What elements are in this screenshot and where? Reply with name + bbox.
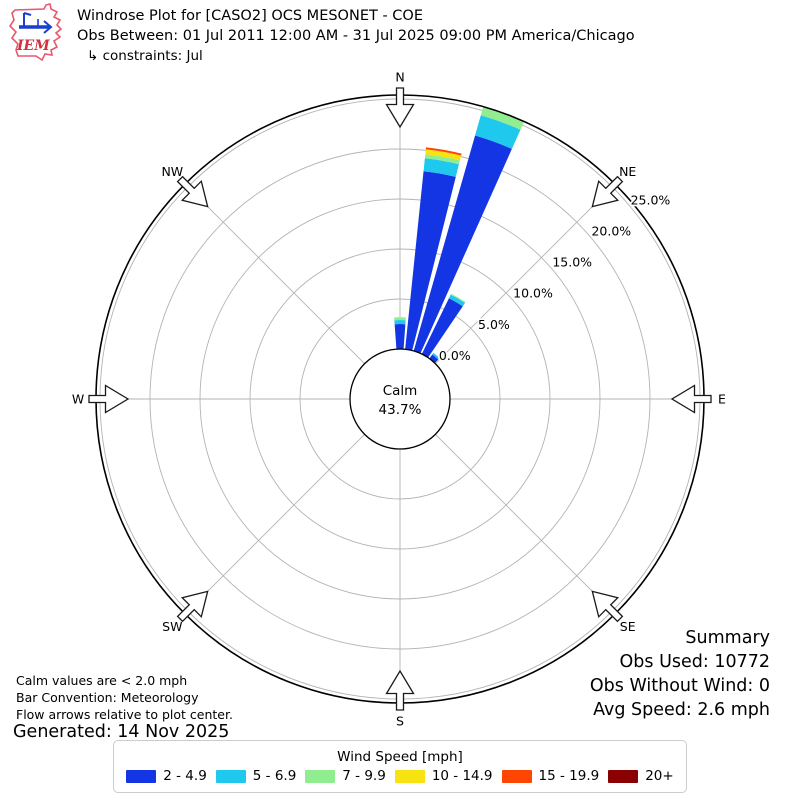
windrose-bar-segment — [394, 319, 406, 325]
windrose-bar-segment — [394, 324, 406, 350]
windrose-bar-segment — [413, 135, 512, 354]
windrose-bar-segment — [425, 149, 462, 161]
radial-tick-label: 20.0% — [591, 223, 631, 238]
flow-arrow-icon — [591, 175, 624, 208]
windrose-bar-segment — [405, 171, 456, 351]
iem-logo: IEM — [8, 3, 63, 62]
iem-logo-text: IEM — [16, 38, 50, 54]
header-titles: Windrose Plot for [CASO2] OCS MESONET - … — [77, 6, 635, 66]
legend-title: Wind Speed [mph] — [337, 749, 463, 765]
legend-swatch-icon — [305, 769, 336, 783]
flow-arrow-icon — [88, 384, 130, 414]
windrose-bar-segment — [448, 294, 466, 307]
summary-obs-without-wind: Obs Without Wind: 0 — [589, 676, 770, 696]
footnotes: Calm values are < 2.0 mph Bar Convention… — [16, 672, 233, 723]
compass-label: SE — [620, 619, 636, 634]
plot-constraints: ↳ constraints: Jul — [87, 48, 203, 64]
legend-entries: 2 - 4.9 5 - 6.9 7 - 9.9 10 - 14.9 15 - 19.9 2… — [126, 768, 674, 784]
legend-label: 15 - 19.9 — [538, 768, 600, 784]
legend-label: 7 - 9.9 — [342, 768, 386, 784]
windrose-bar-segment — [394, 317, 406, 321]
windrose-bar-segment — [421, 298, 463, 358]
flow-arrow-icon — [385, 87, 415, 129]
windrose-bar-segment — [429, 354, 439, 364]
summary-block: Summary Obs Used: 10772 Obs Without Wind… — [590, 626, 770, 722]
calm-label: Calm — [383, 383, 418, 399]
windrose-bar-segment — [432, 352, 440, 360]
legend-swatch-icon — [126, 769, 157, 783]
legend-entry: 20+ — [608, 768, 674, 784]
summary-obs-used: Obs Used: 10772 — [619, 652, 771, 672]
grid-spoke — [435, 183, 616, 364]
station-plot-icon — [19, 12, 53, 34]
calm-note: Calm values are < 2.0 mph — [16, 673, 188, 688]
flow-arrow-icon — [176, 590, 209, 623]
radial-tick-label: 15.0% — [552, 255, 592, 270]
windrose-bar-segment — [450, 293, 466, 303]
bar-convention-note: Bar Convention: Meteorology — [16, 690, 199, 705]
compass-label: S — [396, 714, 404, 729]
legend-label: 20+ — [645, 768, 674, 784]
legend-swatch-icon — [215, 769, 246, 783]
flow-arrows-note: Flow arrows relative to plot center. — [16, 707, 233, 722]
legend-label: 5 - 6.9 — [252, 768, 297, 784]
legend-label: 2 - 4.9 — [163, 768, 207, 784]
flow-arrow-icon — [385, 669, 415, 711]
plot-title: Windrose Plot for [CASO2] OCS MESONET - … — [77, 8, 423, 24]
compass-label: SW — [162, 619, 182, 634]
summary-title: Summary — [685, 628, 770, 648]
calm-circle — [349, 348, 451, 450]
radial-tick-label: 25.0% — [631, 192, 671, 207]
windrose-bar-segment — [425, 147, 462, 156]
flow-arrows — [88, 87, 712, 711]
summary-avg-speed: Avg Speed: 2.6 mph — [593, 700, 770, 720]
compass-label: E — [718, 392, 726, 407]
flow-arrow-icon — [176, 175, 209, 208]
windrose-bar-segment — [423, 158, 459, 177]
radial-tick-label: 0.0% — [439, 348, 471, 363]
windrose-bar-segment — [475, 115, 521, 149]
legend-entry: 10 - 14.9 — [394, 768, 493, 784]
flow-arrow-icon — [670, 384, 712, 414]
grid-spoke — [435, 434, 616, 615]
windrose-bar-segment — [424, 154, 460, 165]
compass-label: N — [395, 70, 404, 85]
legend-label: 10 - 14.9 — [431, 768, 493, 784]
plot-subtitle: Obs Between: 01 Jul 2011 12:00 AM - 31 J… — [77, 28, 635, 44]
legend-entry: 7 - 9.9 — [305, 768, 386, 784]
grid-spoke — [184, 434, 365, 615]
legend-entry: 2 - 4.9 — [126, 768, 207, 784]
legend-box: Wind Speed [mph] 2 - 4.9 5 - 6.9 7 - 9.9 10… — [113, 740, 687, 793]
windrose-bar-segment — [480, 106, 525, 130]
calm-value: 43.7% — [379, 402, 422, 418]
legend-entry: 15 - 19.9 — [501, 768, 600, 784]
legend-swatch-icon — [394, 769, 425, 783]
radial-tick-label: 10.0% — [513, 286, 553, 301]
grid-spoke — [184, 183, 365, 364]
legend-swatch-icon — [501, 769, 532, 783]
compass-label: NW — [161, 164, 183, 179]
radial-tick-label: 5.0% — [478, 317, 510, 332]
flow-arrow-icon — [591, 590, 624, 623]
grid-spokes — [96, 95, 704, 703]
windrose-bar-segment — [394, 317, 406, 318]
legend-entry: 5 - 6.9 — [215, 768, 297, 784]
compass-label: NE — [619, 164, 636, 179]
generated-timestamp: Generated: 14 Nov 2025 — [13, 722, 230, 742]
compass-label: W — [72, 392, 84, 407]
legend-swatch-icon — [608, 769, 639, 783]
windrose-bars — [394, 106, 525, 364]
iowa-outline-icon — [8, 3, 63, 62]
